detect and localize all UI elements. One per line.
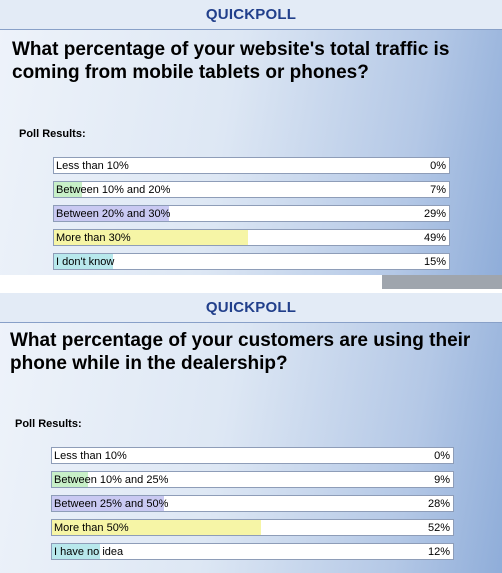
poll-result-row: I have no idea 12%: [51, 543, 454, 560]
result-bar: [54, 254, 114, 269]
result-percent: 12%: [427, 546, 450, 558]
panel-separator: [382, 289, 502, 293]
poll-results-list: Less than 10% 0% Between 10% and 20% 7% …: [53, 157, 450, 275]
panel-separator: [0, 275, 382, 293]
result-label: I have no idea: [54, 546, 124, 558]
poll-header: QUICKPOLL: [0, 0, 502, 30]
result-label: Between 10% and 20%: [56, 184, 171, 196]
poll-header: QUICKPOLL: [0, 293, 502, 323]
poll-result-row: Less than 10% 0%: [51, 447, 454, 464]
result-label: Less than 10%: [56, 160, 129, 172]
poll-question: What percentage of your customers are us…: [10, 330, 471, 374]
result-label: More than 30%: [56, 232, 131, 244]
result-label: I don't know: [56, 256, 115, 268]
quickpoll-panel-2: QUICKPOLL What percentage of your custom…: [0, 293, 502, 573]
result-percent: 0%: [430, 160, 446, 172]
poll-results-label: Poll Results:: [15, 418, 82, 430]
result-percent: 7%: [430, 184, 446, 196]
poll-result-row: Between 10% and 25% 9%: [51, 471, 454, 488]
poll-result-row: Between 20% and 30% 29%: [53, 205, 450, 222]
result-bar: [54, 230, 248, 245]
result-percent: 9%: [434, 474, 450, 486]
result-label: Between 10% and 25%: [54, 474, 169, 486]
result-percent: 28%: [427, 498, 450, 510]
poll-question: What percentage of your website's total …: [12, 39, 450, 83]
panel-separator-bar: [382, 275, 502, 289]
poll-result-row: More than 50% 52%: [51, 519, 454, 536]
poll-results-label: Poll Results:: [19, 128, 86, 140]
poll-result-row: I don't know 15%: [53, 253, 450, 270]
result-bar: [54, 182, 82, 197]
result-bar: [52, 472, 89, 487]
poll-result-row: More than 30% 49%: [53, 229, 450, 246]
result-percent: 29%: [423, 208, 446, 220]
result-percent: 0%: [434, 450, 450, 462]
result-label: Between 20% and 30%: [56, 208, 171, 220]
result-bar: [52, 496, 165, 511]
result-bar: [52, 544, 101, 559]
quickpoll-panel-1: QUICKPOLL What percentage of your websit…: [0, 0, 502, 275]
result-label: Between 25% and 50%: [54, 498, 169, 510]
result-percent: 52%: [427, 522, 450, 534]
poll-result-row: Between 10% and 20% 7%: [53, 181, 450, 198]
result-percent: 49%: [423, 232, 446, 244]
result-label: More than 50%: [54, 522, 129, 534]
result-bar: [54, 206, 169, 221]
result-bar: [52, 520, 261, 535]
result-label: Less than 10%: [54, 450, 127, 462]
poll-result-row: Less than 10% 0%: [53, 157, 450, 174]
poll-results-list: Less than 10% 0% Between 10% and 25% 9% …: [51, 447, 454, 567]
poll-result-row: Between 25% and 50% 28%: [51, 495, 454, 512]
result-percent: 15%: [423, 256, 446, 268]
